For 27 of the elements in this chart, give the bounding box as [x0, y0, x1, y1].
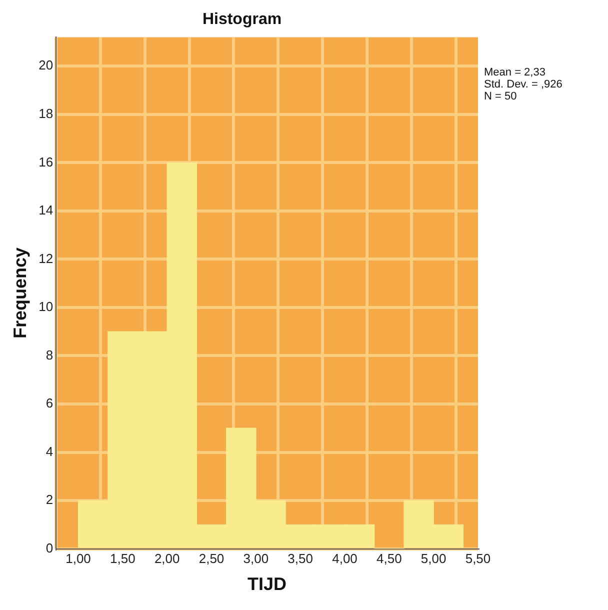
- x-tick-label: 3,00: [243, 551, 269, 566]
- text: Std. Dev. = ,926: [484, 78, 562, 91]
- x-tick-label: 2,00: [154, 551, 180, 566]
- x-tick-label: 5,50: [465, 551, 491, 566]
- text: Mean = 2,33: [484, 66, 546, 79]
- text: N = 50: [484, 90, 517, 103]
- y-tick-label: 4: [46, 444, 54, 459]
- y-axis-title: Frequency: [10, 247, 30, 339]
- y-tick-label: 20: [38, 58, 54, 73]
- y-tick-label: 14: [38, 202, 54, 218]
- y-tick-label: 8: [46, 347, 54, 362]
- chart-title: Histogram: [202, 11, 282, 28]
- y-tick-label: 12: [38, 250, 54, 266]
- y-tick-label: 16: [38, 154, 54, 170]
- y-tick-label: 18: [38, 106, 54, 121]
- x-tick-label: 4,00: [332, 551, 358, 566]
- y-tick-label: 6: [46, 396, 54, 411]
- y-tick-label: 10: [38, 299, 54, 314]
- x-tick-label: 5,00: [420, 551, 446, 566]
- x-tick-label: 1,50: [110, 551, 136, 566]
- x-tick-label: 4,50: [376, 551, 402, 566]
- x-tick-label: 1,00: [66, 551, 91, 566]
- x-axis-title: TIJD: [248, 574, 287, 594]
- y-tick-label: 0: [46, 540, 54, 556]
- y-tick-label: 2: [46, 492, 54, 508]
- x-tick-label: 3,50: [288, 551, 313, 566]
- x-tick-label: 2,50: [198, 551, 224, 566]
